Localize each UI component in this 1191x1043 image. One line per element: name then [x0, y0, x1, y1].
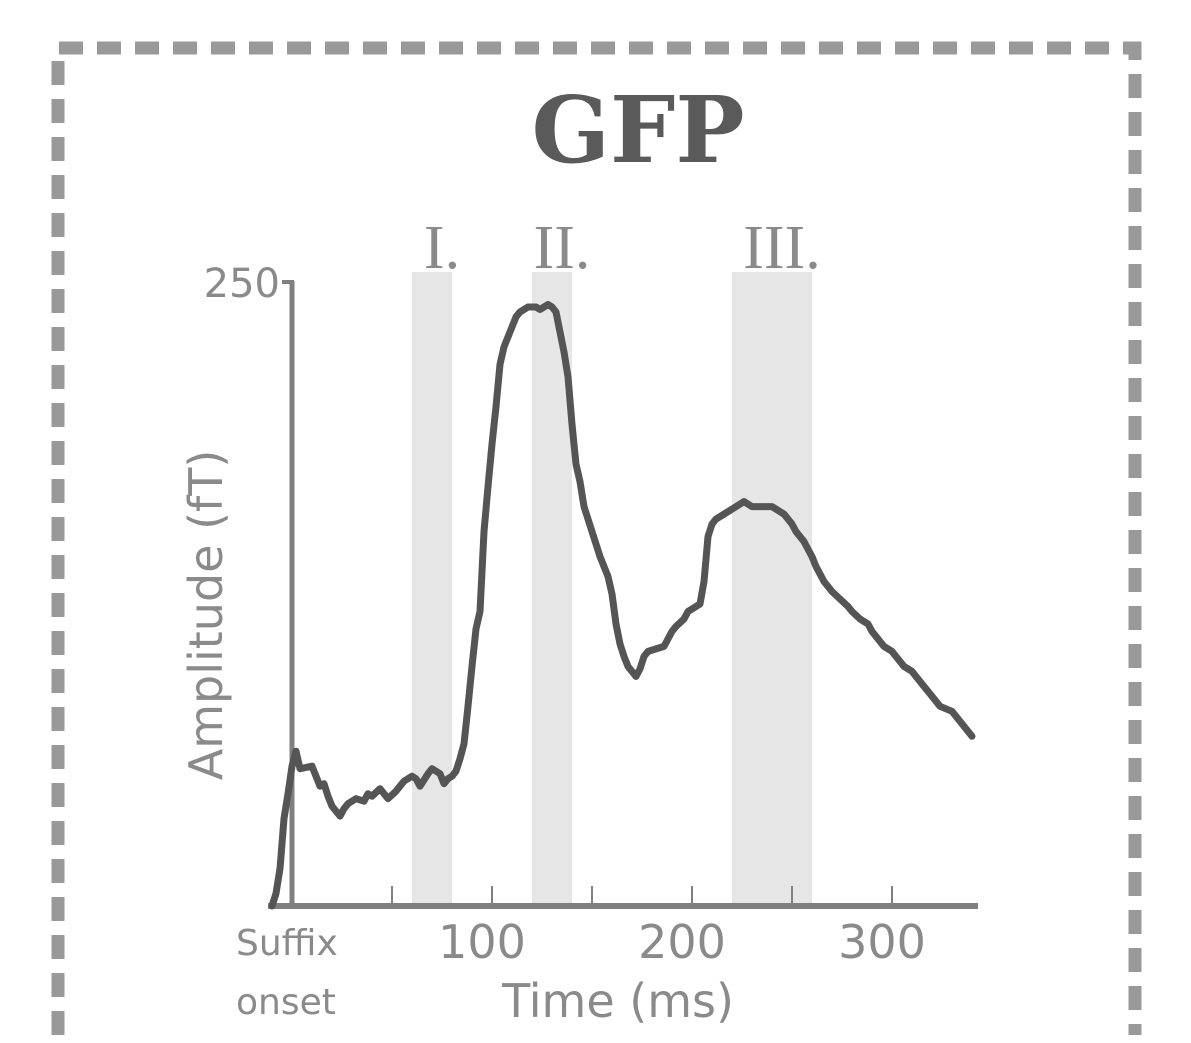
- y-axis-label: Amplitude (fT): [179, 450, 233, 781]
- x-tick-label-0: Suffix: [236, 923, 338, 964]
- x-tick-label-300: 300: [838, 915, 926, 969]
- x-axis-label: Time (ms): [501, 974, 734, 1028]
- time-window-band-1: [412, 272, 452, 906]
- x-axis-ticks: Suffix 100 200 300: [236, 886, 926, 969]
- chart-title: GFP: [531, 76, 744, 184]
- x-tick-label-100: 100: [438, 915, 526, 969]
- time-window-bands: I. II. III.: [412, 214, 821, 906]
- time-window-band-3: [732, 272, 812, 906]
- time-window-label-2: II.: [534, 214, 591, 282]
- time-window-label-3: III.: [743, 214, 820, 282]
- y-tick-label-250: 250: [204, 261, 280, 307]
- x-tick-label-200: 200: [638, 915, 726, 969]
- series-line-gfp: [268, 301, 976, 910]
- dashed-border: [51, 41, 1142, 1035]
- x-tick-sublabel-onset: onset: [236, 982, 336, 1023]
- time-window-label-1: I.: [424, 214, 460, 282]
